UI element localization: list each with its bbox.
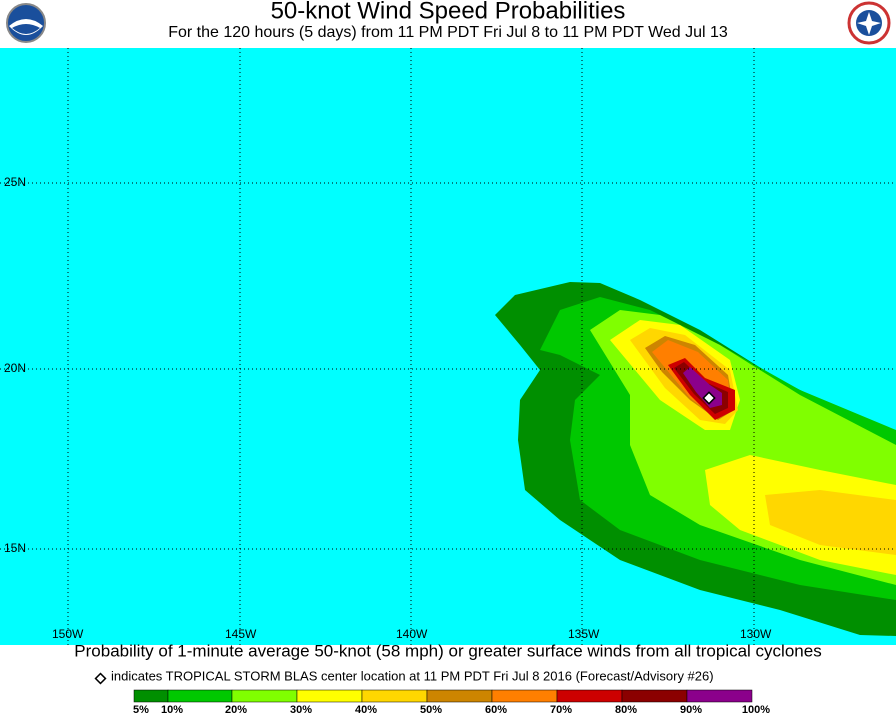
scale-swatch <box>167 689 233 703</box>
lon-label: 140W <box>396 627 428 641</box>
probability-contours <box>495 282 896 636</box>
scale-label: 40% <box>355 704 377 716</box>
scale-label: 100% <box>742 704 770 716</box>
scale-label: 10% <box>161 704 183 716</box>
lat-label: 25N <box>4 175 26 189</box>
lon-label: 145W <box>225 627 257 641</box>
scale-label: 80% <box>615 704 637 716</box>
lon-label: 135W <box>568 627 600 641</box>
scale-swatch <box>361 689 428 703</box>
nws-logo <box>847 1 891 45</box>
title: 50-knot Wind Speed Probabilities <box>271 0 626 24</box>
scale-swatch <box>231 689 298 703</box>
contour-40 <box>765 490 896 555</box>
scale-swatch <box>686 689 753 703</box>
scale-label: 30% <box>290 704 312 716</box>
lat-label: 15N <box>4 541 26 555</box>
storm-center <box>702 391 716 405</box>
scale-swatch <box>296 689 363 703</box>
scale-label: 90% <box>680 704 702 716</box>
scale-swatch <box>426 689 493 703</box>
scale-swatch <box>556 689 623 703</box>
lon-label: 130W <box>740 627 772 641</box>
scale-label: 20% <box>225 704 247 716</box>
scale-swatch <box>491 689 558 703</box>
subtitle: For the 120 hours (5 days) from 11 PM PD… <box>168 24 728 41</box>
scale-swatch <box>133 689 169 703</box>
scale-label: 50% <box>420 704 442 716</box>
scale-label: 60% <box>485 704 507 716</box>
lon-label: 150W <box>52 627 84 641</box>
noaa-logo <box>6 3 46 43</box>
color-scale: 5% 10% 20% 30% 40% 50% 60% 70% 80% 90% 100% <box>133 689 770 716</box>
legend-note: indicates TROPICAL STORM BLAS center loc… <box>111 668 714 683</box>
caption: Probability of 1-minute average 50-knot … <box>74 641 821 660</box>
legend-diamond <box>94 672 107 685</box>
scale-label: 5% <box>133 704 149 716</box>
scale-swatch <box>621 689 688 703</box>
scale-label: 70% <box>550 704 572 716</box>
lat-label: 20N <box>4 361 26 375</box>
map: 25N 20N 15N 150W 145W 140W 135W 130W <box>0 48 896 645</box>
